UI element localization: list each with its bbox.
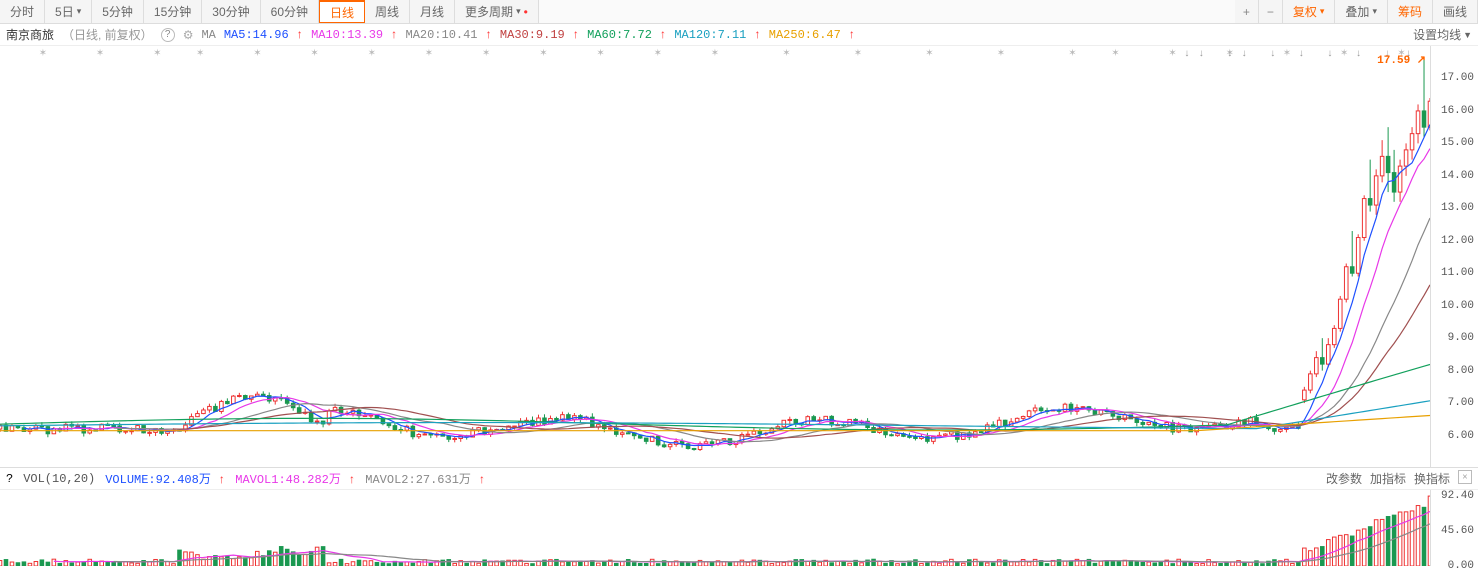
period-4[interactable]: 30分钟 — [202, 0, 260, 23]
ytick: 13.00 — [1441, 202, 1474, 214]
caret-down-icon: ▾ — [1320, 6, 1325, 17]
volume-yaxis: 0.0045.6092.40 — [1430, 490, 1478, 566]
ma-ma5: MA5:14.96 ↑ — [224, 28, 303, 42]
price-yaxis: 6.00 7.00 8.00 9.00 10.00 11.00 12.00 13.00 14.0… — [1430, 46, 1478, 467]
ytick: 12.00 — [1441, 235, 1474, 247]
price-plot — [0, 46, 1430, 468]
help-icon[interactable]: ? — [161, 28, 175, 42]
close-indicator-button[interactable]: × — [1458, 470, 1472, 484]
vol-ytick: 92.40 — [1441, 490, 1474, 502]
vol-help-icon[interactable]: ? — [6, 472, 13, 486]
period-5[interactable]: 60分钟 — [261, 0, 319, 23]
zoom-out-button[interactable]: − — [1259, 0, 1283, 23]
period-9[interactable]: 更多周期▾• — [455, 0, 539, 23]
period-1[interactable]: 5日▾ — [45, 0, 92, 23]
chart-meta: （日线, 前复权） — [62, 26, 153, 43]
ma-label: MA — [201, 28, 215, 42]
ytick: 6.00 — [1448, 430, 1474, 442]
ma-ma20: MA20:10.41 ↑ — [406, 28, 492, 42]
stock-name: 南京商旅 — [6, 26, 54, 43]
caret-down-icon: ▾ — [516, 6, 521, 17]
ma-ma10: MA10:13.39 ↑ — [311, 28, 397, 42]
vol-ytick: 45.60 — [1441, 525, 1474, 537]
ytick: 17.00 — [1441, 72, 1474, 84]
tool-1[interactable]: 叠加▾ — [1335, 0, 1388, 23]
ytick: 7.00 — [1448, 397, 1474, 409]
period-8[interactable]: 月线 — [410, 0, 455, 23]
ma-ma120: MA120:7.11 ↑ — [674, 28, 760, 42]
set-ma-button[interactable]: 设置均线 ▼ — [1413, 26, 1472, 43]
mavol1-value: MAVOL1:48.282万 ↑ — [235, 470, 355, 487]
ytick: 15.00 — [1441, 137, 1474, 149]
dot-icon: • — [524, 5, 528, 19]
period-0[interactable]: 分时 — [0, 0, 45, 23]
period-6[interactable]: 日线 — [319, 0, 365, 23]
add-indicator-button[interactable]: 加指标 — [1370, 470, 1406, 487]
set-ma-label: 设置均线 — [1413, 26, 1461, 43]
vol-label: VOL(10,20) — [23, 472, 95, 486]
period-2[interactable]: 5分钟 — [92, 0, 144, 23]
tool-2[interactable]: 筹码 — [1388, 0, 1433, 23]
tool-3[interactable]: 画线 — [1433, 0, 1478, 23]
ytick: 9.00 — [1448, 332, 1474, 344]
period-toolbar: 分时5日▾5分钟15分钟30分钟60分钟日线周线月线更多周期▾• + − 复权▾… — [0, 0, 1478, 24]
ma-info-line: 南京商旅 （日线, 前复权） ? ⚙ MA MA5:14.96 ↑ MA10:13… — [0, 24, 1478, 46]
period-3[interactable]: 15分钟 — [144, 0, 202, 23]
volume-info-line: ? VOL(10,20) VOLUME:92.408万 ↑ MAVOL1:48.… — [0, 468, 1478, 490]
tool-0[interactable]: 复权▾ — [1283, 0, 1336, 23]
ytick: 16.00 — [1441, 105, 1474, 117]
ma-ma60: MA60:7.72 ↑ — [587, 28, 666, 42]
gear-icon[interactable]: ⚙ — [183, 28, 194, 42]
volume-chart[interactable]: 0.0045.6092.40 — [0, 490, 1478, 566]
volume-value: VOLUME:92.408万 ↑ — [105, 470, 225, 487]
ytick: 11.00 — [1441, 267, 1474, 279]
ma-ma30: MA30:9.19 ↑ — [500, 28, 579, 42]
caret-down-icon: ▾ — [77, 6, 82, 17]
volume-plot — [0, 490, 1430, 566]
last-price-label: 17.59 ↗ — [1377, 53, 1426, 67]
caret-down-icon: ▾ — [1372, 6, 1377, 17]
change-indicator-button[interactable]: 换指标 — [1414, 470, 1450, 487]
ytick: 10.00 — [1441, 300, 1474, 312]
ma-ma250: MA250:6.47 ↑ — [769, 28, 855, 42]
ytick: 8.00 — [1448, 365, 1474, 377]
zoom-in-button[interactable]: + — [1235, 0, 1259, 23]
ytick: 14.00 — [1441, 170, 1474, 182]
edit-params-button[interactable]: 改参数 — [1326, 470, 1362, 487]
price-chart[interactable]: ✶✶✶✶✶✶✶✶✶✶✶✶✶✶✶✶✶✶✶✶✶✶✶✶↓↓↓↓↓↓↓↓↓↓ 6.007… — [0, 46, 1478, 468]
period-7[interactable]: 周线 — [365, 0, 410, 23]
caret-down-icon: ▼ — [1463, 30, 1472, 40]
vol-ytick: 0.00 — [1448, 560, 1474, 572]
mavol2-value: MAVOL2:27.631万 ↑ — [365, 470, 485, 487]
